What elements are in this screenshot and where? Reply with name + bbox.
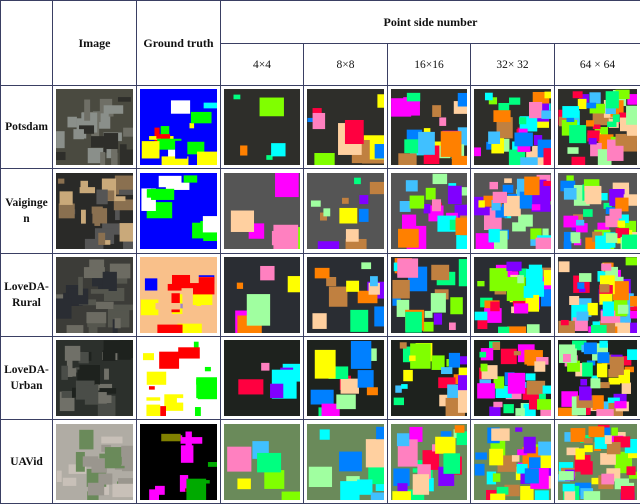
segmentation-4x4-picture — [224, 89, 300, 165]
aerial-image — [53, 169, 137, 254]
row-label: Potsdam — [1, 86, 53, 169]
row-label: UAVid — [1, 420, 53, 504]
row-label: Vaiginge n — [1, 169, 53, 254]
segmentation-8x8 — [304, 337, 388, 420]
segmentation-64x64-picture — [558, 424, 637, 500]
segmentation-8x8 — [304, 420, 388, 504]
segmentation-4x4-picture — [224, 257, 300, 333]
segmentation-4x4 — [221, 337, 304, 420]
ground-truth-map-picture — [140, 424, 217, 500]
segmentation-8x8 — [304, 254, 388, 337]
ground-truth-map — [137, 420, 221, 504]
segmentation-8x8-picture — [307, 257, 384, 333]
segmentation-64x64-picture — [558, 89, 637, 165]
segmentation-16x16 — [388, 169, 471, 254]
row-label: LoveDA-Rural — [1, 254, 53, 337]
segmentation-32x32-picture — [474, 173, 551, 249]
segmentation-64x64-picture — [558, 340, 637, 416]
segmentation-8x8 — [304, 86, 388, 169]
table-row: LoveDA-Rural — [1, 254, 640, 337]
segmentation-64x64-picture — [558, 257, 637, 333]
segmentation-16x16-picture — [391, 340, 467, 416]
segmentation-16x16 — [388, 86, 471, 169]
aerial-image-picture — [56, 340, 133, 416]
row-label: LoveDA-Urban — [1, 337, 53, 420]
segmentation-4x4 — [221, 169, 304, 254]
segmentation-4x4-picture — [224, 173, 300, 249]
ground-truth-map — [137, 254, 221, 337]
segmentation-8x8-picture — [307, 89, 384, 165]
segmentation-8x8-picture — [307, 340, 384, 416]
aerial-image — [53, 337, 137, 420]
aerial-image — [53, 86, 137, 169]
ground-truth-map — [137, 169, 221, 254]
segmentation-32x32-picture — [474, 89, 551, 165]
segmentation-8x8 — [304, 169, 388, 254]
segmentation-16x16 — [388, 254, 471, 337]
segmentation-16x16 — [388, 420, 471, 504]
segmentation-32x32 — [471, 254, 555, 337]
segmentation-16x16-picture — [391, 89, 467, 165]
aerial-image-picture — [56, 173, 133, 249]
header-size-8: 8×8 — [304, 44, 388, 86]
aerial-image — [53, 420, 137, 504]
header-ground-truth: Ground truth — [137, 1, 221, 86]
segmentation-8x8-picture — [307, 424, 384, 500]
header-size-32: 32× 32 — [471, 44, 555, 86]
ground-truth-map — [137, 337, 221, 420]
ground-truth-map-picture — [140, 257, 217, 333]
segmentation-32x32 — [471, 86, 555, 169]
segmentation-8x8-picture — [307, 173, 384, 249]
header-image: Image — [53, 1, 137, 86]
header-size-16: 16×16 — [388, 44, 471, 86]
aerial-image — [53, 254, 137, 337]
segmentation-64x64 — [555, 337, 640, 420]
segmentation-16x16-picture — [391, 257, 467, 333]
ground-truth-map-picture — [140, 340, 217, 416]
segmentation-64x64 — [555, 169, 640, 254]
segmentation-32x32-picture — [474, 340, 551, 416]
segmentation-64x64 — [555, 254, 640, 337]
segmentation-4x4 — [221, 254, 304, 337]
table-row: LoveDA-Urban — [1, 337, 640, 420]
aerial-image-picture — [56, 89, 133, 165]
ground-truth-map-picture — [140, 173, 217, 249]
segmentation-16x16 — [388, 337, 471, 420]
segmentation-32x32-picture — [474, 257, 551, 333]
segmentation-4x4 — [221, 420, 304, 504]
segmentation-64x64 — [555, 420, 640, 504]
aerial-image-picture — [56, 424, 133, 500]
table-row: Potsdam — [1, 86, 640, 169]
segmentation-64x64 — [555, 86, 640, 169]
segmentation-4x4 — [221, 86, 304, 169]
segmentation-16x16-picture — [391, 424, 467, 500]
segmentation-4x4-picture — [224, 424, 300, 500]
ground-truth-map-picture — [140, 89, 217, 165]
segmentation-32x32 — [471, 420, 555, 504]
header-point-side-number: Point side number — [221, 1, 640, 44]
corner-cell — [1, 1, 53, 86]
header-size-4: 4×4 — [221, 44, 304, 86]
header-size-64: 64 × 64 — [555, 44, 640, 86]
segmentation-32x32 — [471, 169, 555, 254]
table-row: Vaiginge n — [1, 169, 640, 254]
segmentation-32x32-picture — [474, 424, 551, 500]
segmentation-64x64-picture — [558, 173, 637, 249]
segmentation-4x4-picture — [224, 340, 300, 416]
segmentation-32x32 — [471, 337, 555, 420]
ground-truth-map — [137, 86, 221, 169]
aerial-image-picture — [56, 257, 133, 333]
segmentation-16x16-picture — [391, 173, 467, 249]
table-row: UAVid — [1, 420, 640, 504]
